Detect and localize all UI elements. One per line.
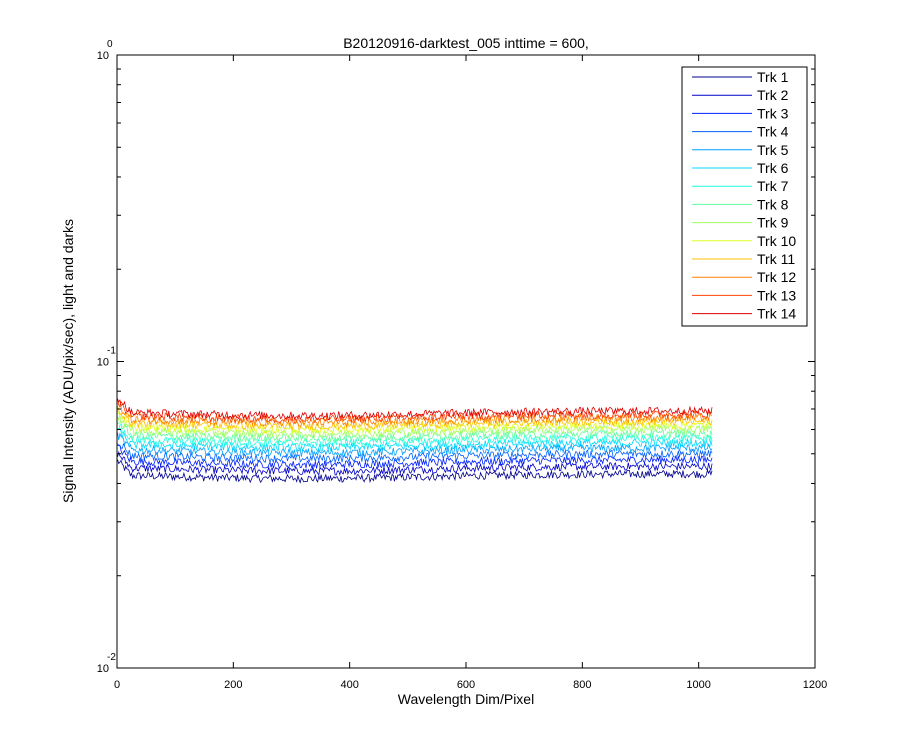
legend-label: Trk 9 (757, 215, 789, 231)
y-tick-label-base: 10 (97, 357, 109, 369)
series-line-trk-7 (117, 424, 713, 448)
chart-title: B20120916-darktest_005 inttime = 600, (343, 35, 589, 51)
legend-label: Trk 3 (757, 105, 789, 121)
legend-label: Trk 13 (757, 287, 796, 303)
x-tick-label: 200 (224, 679, 242, 691)
x-axis: 0 200 400 600 800 1000 1200 (114, 55, 827, 691)
legend-label: Trk 1 (757, 69, 789, 85)
y-axis-label: Signal Intensity (ADU/pix/sec), light an… (60, 219, 76, 503)
series-line-trk-5 (117, 432, 713, 458)
x-tick-label: 600 (457, 679, 475, 691)
legend-label: Trk 12 (757, 269, 796, 285)
legend-label: Trk 2 (757, 87, 789, 103)
legend: Trk 1 Trk 2 Trk 3 Trk 4 Trk 5 Trk 6 Trk 7 Trk 8… (681, 66, 808, 327)
legend-label: Trk 14 (757, 306, 796, 322)
series-line-trk-13 (117, 398, 713, 424)
series-line-trk-12 (117, 403, 713, 428)
series-line-trk-9 (117, 415, 713, 439)
series-line-trk-1 (117, 459, 713, 484)
series-line-trk-8 (117, 421, 713, 444)
series-layer (117, 398, 713, 484)
legend-box (681, 66, 808, 327)
legend-label: Trk 10 (757, 233, 796, 249)
y-tick-label-exponent: -1 (107, 346, 116, 357)
legend-label: Trk 11 (757, 251, 795, 267)
x-tick-label: 400 (340, 679, 358, 691)
legend-label: Trk 6 (757, 160, 789, 176)
x-tick-label: 1000 (686, 679, 710, 691)
series-line-trk-2 (117, 450, 713, 476)
legend-label: Trk 8 (757, 196, 789, 212)
legend-entries: Trk 1 Trk 2 Trk 3 Trk 4 Trk 5 Trk 6 Trk 7 Trk 8… (692, 69, 796, 322)
y-tick-label-exponent: -2 (107, 652, 116, 663)
series-line-trk-14 (117, 398, 713, 421)
legend-label: Trk 4 (757, 124, 789, 140)
y-tick-label-exponent: 0 (107, 39, 113, 50)
x-tick-label: 0 (114, 679, 120, 691)
y-tick-label-base: 10 (97, 50, 109, 62)
series-line-trk-4 (117, 443, 713, 464)
y-tick-label-base: 10 (97, 663, 109, 675)
x-tick-label: 1200 (803, 679, 827, 691)
legend-label: Trk 5 (757, 142, 789, 158)
x-axis-label: Wavelength Dim/Pixel (398, 691, 534, 707)
x-tick-label: 800 (573, 679, 591, 691)
legend-label: Trk 7 (757, 178, 789, 194)
